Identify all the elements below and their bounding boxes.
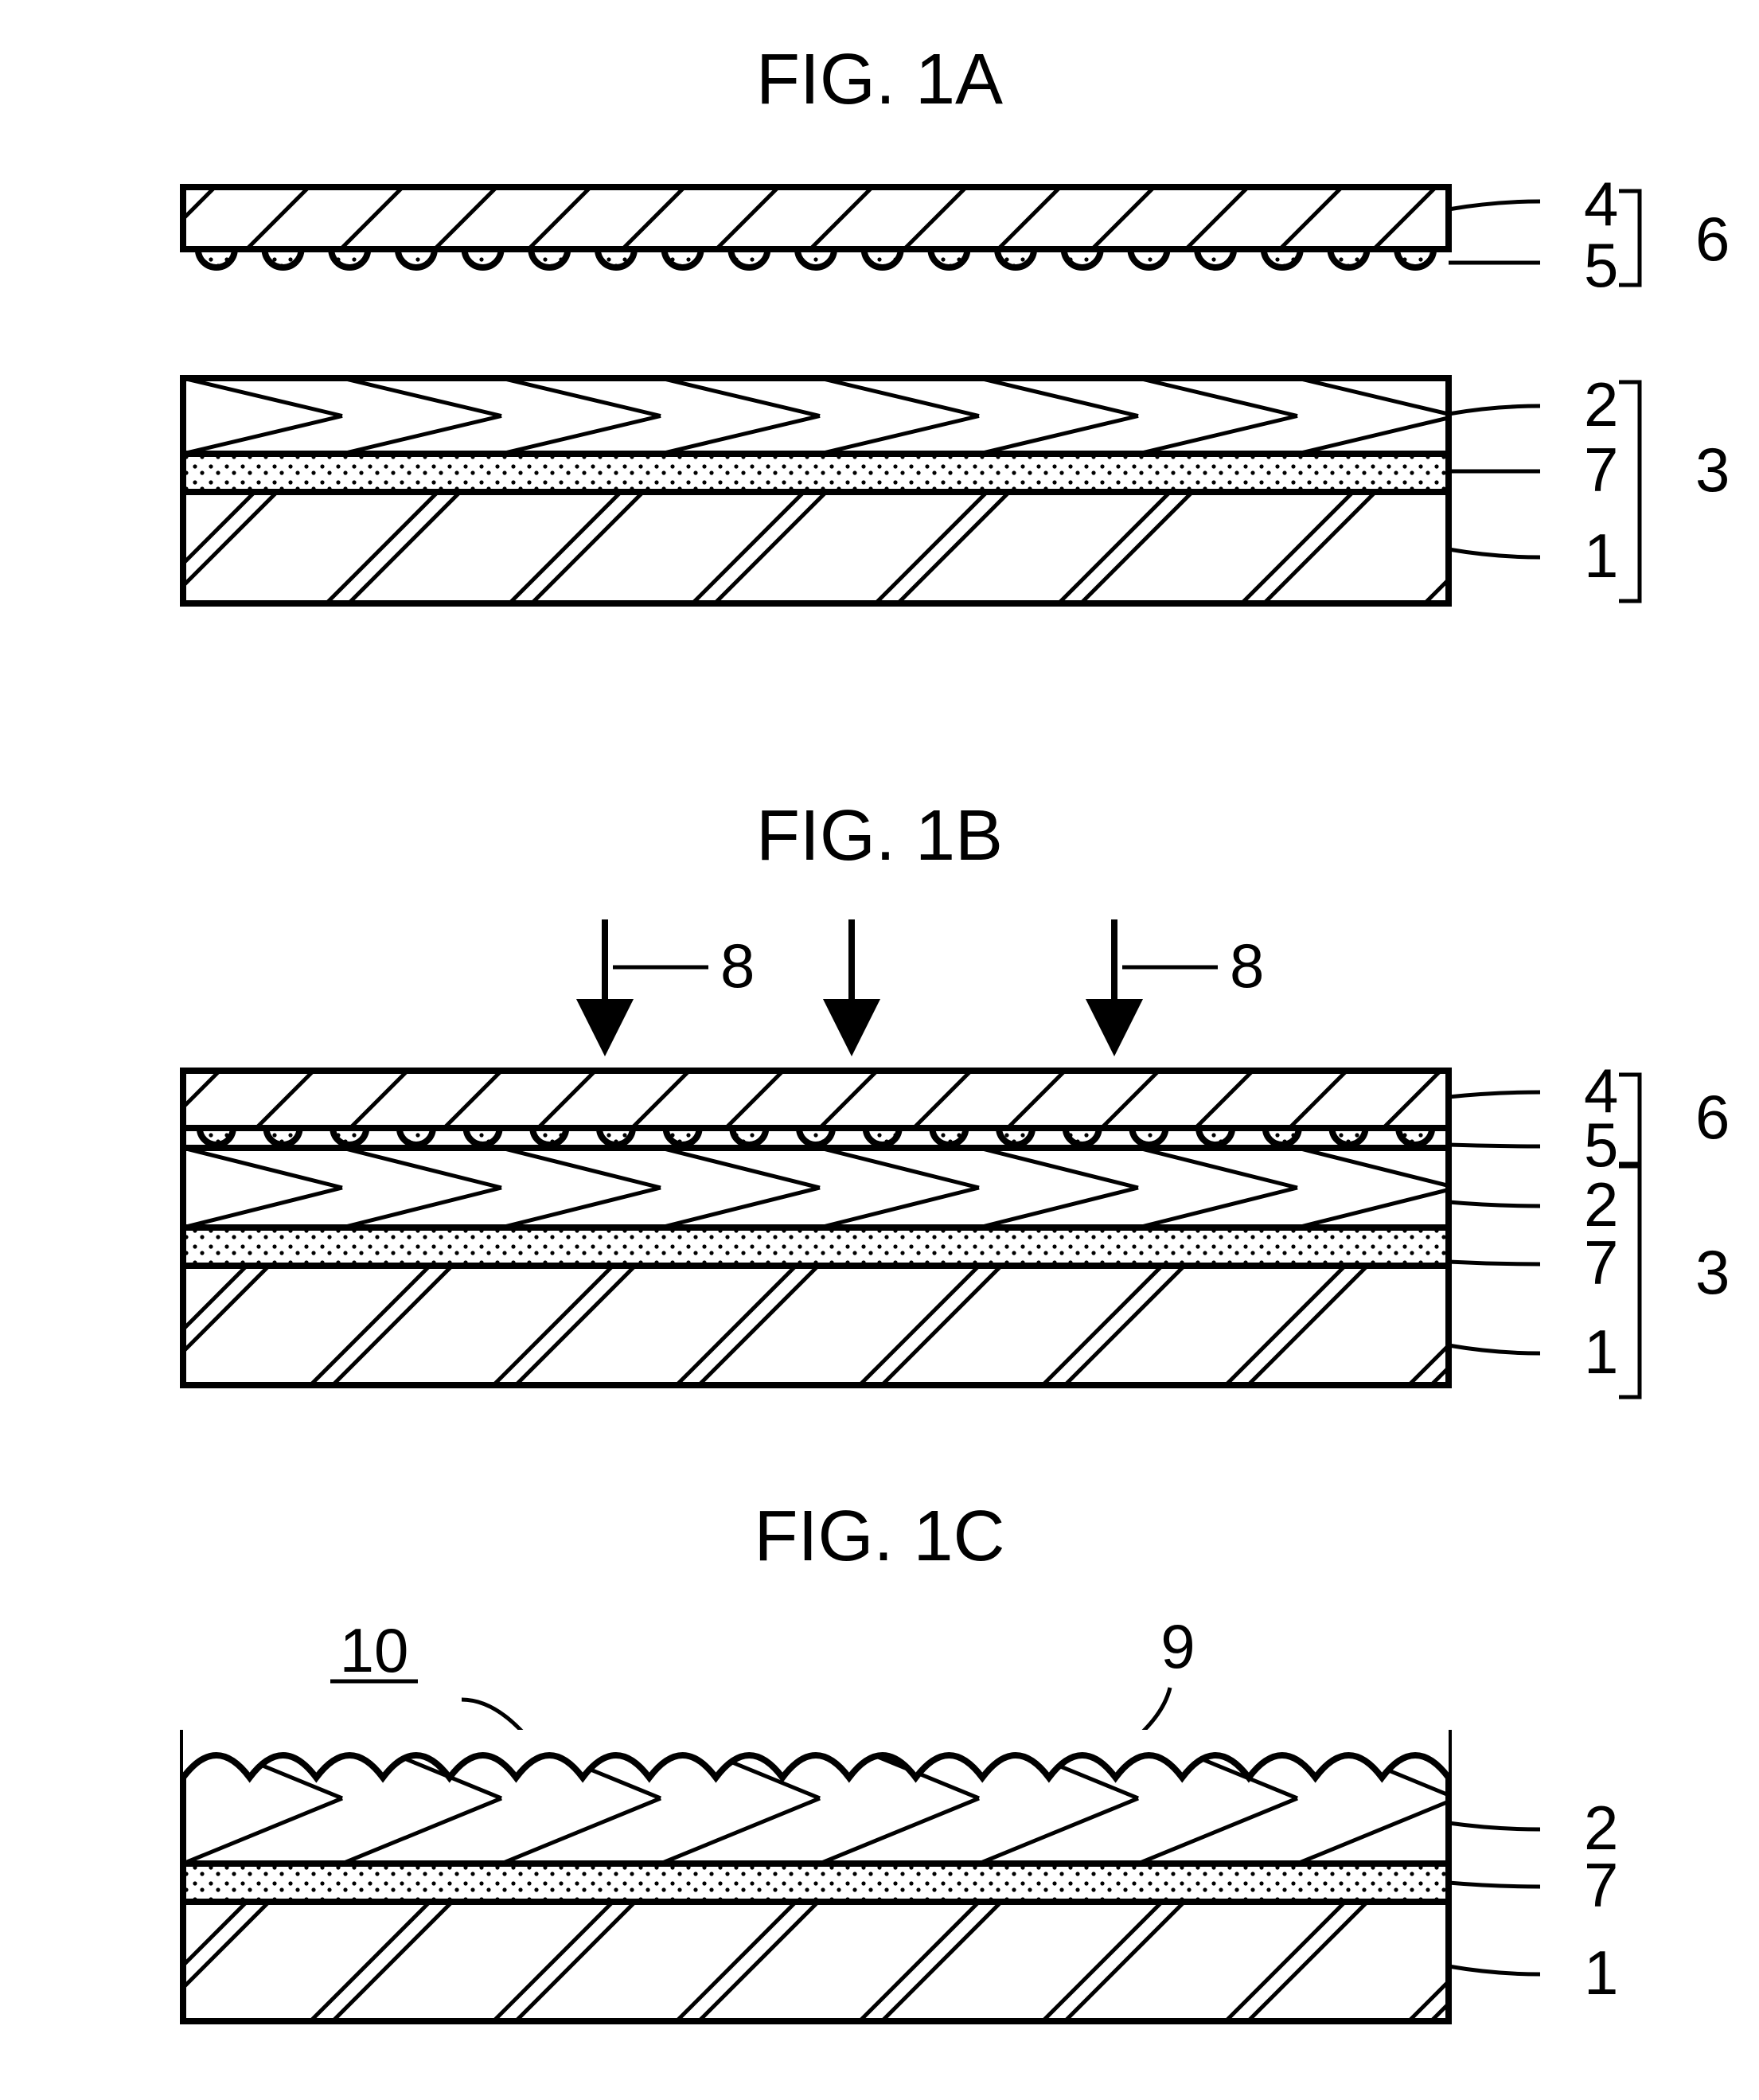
title-c: FIG. 1C [754,1497,1004,1576]
label-a-7: 7 [1584,435,1618,505]
label-c-9: 9 [1160,1611,1195,1681]
label-b-8r: 8 [1230,931,1264,1001]
label-c-7: 7 [1584,1850,1618,1920]
label-b-6: 6 [1695,1082,1730,1152]
label-c-10: 10 [340,1615,409,1685]
label-b-1: 1 [1584,1317,1618,1387]
label-a-1: 1 [1584,521,1618,591]
label-a-4: 4 [1584,169,1618,239]
label-b-7: 7 [1584,1228,1618,1298]
title-b: FIG. 1B [756,796,1003,876]
page: FIG. 1AFIG. 1BFIG. 1C4562713884562713910… [0,0,1759,2100]
title-a: FIG. 1A [756,40,1003,119]
label-b-3: 3 [1695,1237,1730,1307]
figure-svg: FIG. 1AFIG. 1BFIG. 1C4562713884562713910… [0,0,1759,2100]
label-c-1: 1 [1584,1938,1618,2008]
label-a-5: 5 [1584,230,1618,300]
label-b-8l: 8 [720,931,755,1001]
label-a-3: 3 [1695,435,1730,505]
label-a-2: 2 [1584,369,1618,439]
label-a-6: 6 [1695,204,1730,274]
